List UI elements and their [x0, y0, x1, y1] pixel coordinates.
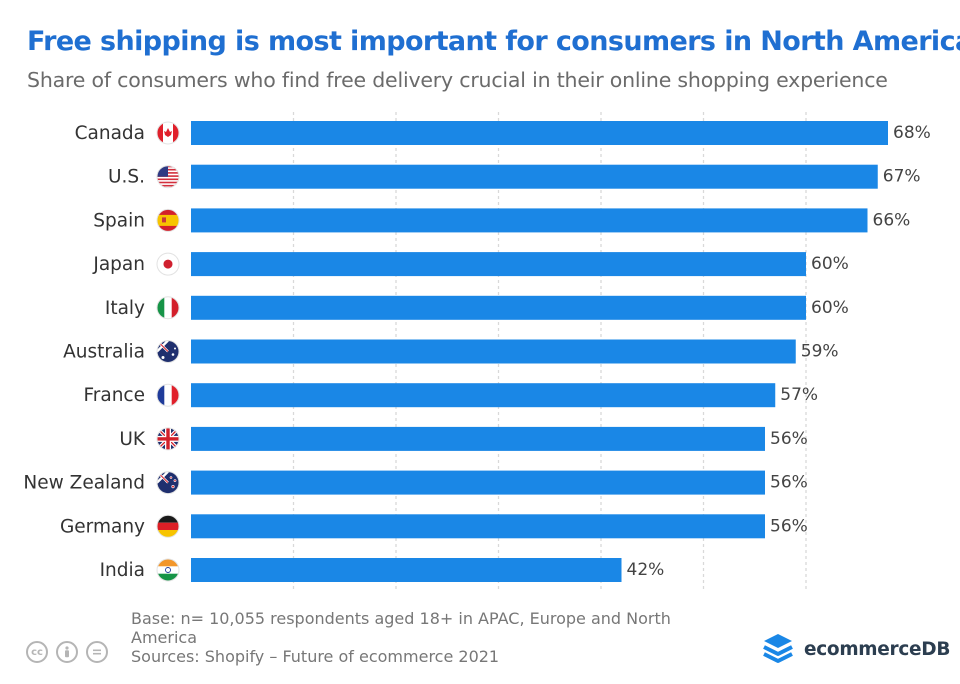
us-flag-icon	[156, 165, 180, 189]
footnote-base: Base: n= 10,055 respondents aged 18+ in …	[131, 609, 671, 647]
brand-name: ecommerceDB	[804, 638, 951, 660]
spain-flag-icon	[156, 208, 180, 232]
japan-flag-icon	[156, 252, 180, 276]
value-label: 67%	[883, 167, 921, 187]
category-label: Japan	[92, 254, 145, 275]
bar	[191, 295, 806, 320]
license-icons: cc	[26, 641, 108, 663]
value-label: 56%	[770, 429, 808, 449]
category-label: U.S.	[108, 167, 145, 188]
value-label: 66%	[873, 210, 911, 230]
bar	[191, 558, 622, 582]
bar-chart: Canada 68% U.S. 67% Spain 66% Japan 60% Italy 60%…	[23, 112, 931, 590]
bar	[191, 339, 796, 364]
australia-flag-icon	[156, 340, 180, 363]
value-label: 60%	[811, 298, 849, 318]
footnote: Base: n= 10,055 respondents aged 18+ in …	[131, 609, 701, 666]
bar	[191, 252, 806, 277]
category-label: Canada	[75, 123, 145, 144]
footnote-sources: Sources: Shopify – Future of ecommerce 2…	[131, 647, 500, 666]
category-label: Italy	[105, 298, 145, 319]
new-zealand-flag-icon	[156, 471, 180, 495]
value-label: 57%	[780, 385, 818, 405]
value-label: 56%	[770, 473, 808, 493]
chart-title: Free shipping is most important for cons…	[27, 26, 960, 57]
bar	[191, 514, 765, 539]
creative-commons-icon[interactable]: cc	[26, 641, 48, 663]
value-label: 56%	[770, 516, 808, 536]
canada-flag-icon	[156, 121, 180, 145]
india-flag-icon	[156, 558, 180, 582]
category-label: Germany	[60, 516, 145, 537]
category-label: New Zealand	[23, 473, 145, 494]
category-label: Australia	[63, 342, 145, 363]
bar	[191, 121, 888, 145]
value-label: 60%	[811, 254, 849, 274]
uk-flag-icon	[156, 427, 180, 451]
italy-flag-icon	[156, 296, 180, 320]
chart-subtitle: Share of consumers who find free deliver…	[27, 68, 888, 92]
france-flag-icon	[156, 383, 180, 407]
stacked-layers-logo-icon	[763, 634, 793, 663]
category-label: Spain	[93, 210, 145, 231]
bar	[191, 383, 776, 408]
brand-logo[interactable]: ecommerceDB	[762, 632, 950, 666]
value-label: 68%	[893, 123, 931, 143]
bar	[191, 470, 765, 495]
no-derivatives-icon[interactable]	[86, 641, 108, 663]
bar	[191, 164, 878, 189]
bar	[191, 426, 765, 451]
value-label: 59%	[801, 342, 839, 362]
bar	[191, 208, 868, 233]
category-label: India	[100, 560, 145, 581]
value-label: 42%	[627, 560, 665, 580]
category-label: UK	[119, 429, 146, 450]
category-label: France	[83, 385, 145, 406]
germany-flag-icon	[156, 514, 180, 538]
attribution-icon[interactable]	[56, 641, 78, 663]
